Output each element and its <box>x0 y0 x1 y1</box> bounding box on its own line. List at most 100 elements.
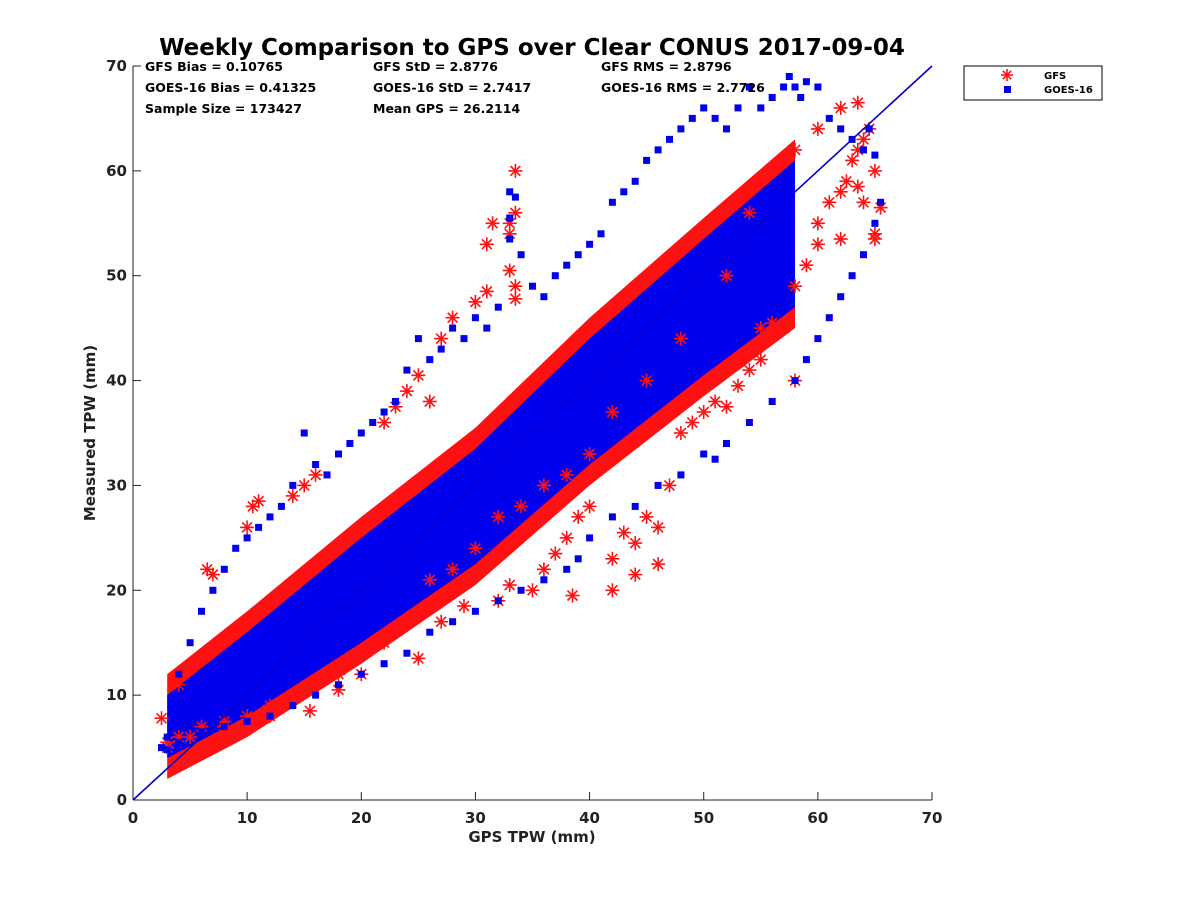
gfs-point <box>297 478 312 493</box>
goes-point <box>483 324 491 332</box>
x-tick-label: 0 <box>128 809 138 827</box>
goes-point <box>785 73 793 80</box>
gfs-point <box>422 394 437 409</box>
chart-title: Weekly Comparison to GPS over Clear CONU… <box>159 35 905 61</box>
y-tick-label: 60 <box>106 162 127 180</box>
legend-goes-label: GOES-16 <box>1044 85 1093 96</box>
goes-point <box>586 534 594 542</box>
gfs-point <box>468 294 483 309</box>
goes-point <box>734 104 742 112</box>
goes-point <box>745 419 753 426</box>
goes-point <box>198 607 205 615</box>
goes-point <box>563 261 571 269</box>
gfs-point <box>422 572 437 587</box>
gfs-point <box>673 426 688 440</box>
goes-point <box>403 649 411 657</box>
gfs-point <box>508 163 523 178</box>
goes-point <box>529 282 536 290</box>
goes-point <box>369 419 377 426</box>
goes-point <box>654 481 662 489</box>
gfs-point <box>628 536 643 551</box>
gfs-point <box>628 567 643 582</box>
gfs-point <box>508 279 523 294</box>
goes-point <box>186 639 194 647</box>
goes-point <box>357 429 365 437</box>
gfs-point <box>753 352 768 367</box>
gfs-point <box>582 447 597 461</box>
goes-point <box>300 429 308 437</box>
gfs-point <box>651 557 666 572</box>
goes-point <box>666 135 673 143</box>
y-tick-label: 10 <box>106 686 127 704</box>
goes-point <box>346 440 354 447</box>
gfs-point <box>810 216 825 231</box>
x-tick-label: 60 <box>807 809 828 827</box>
gfs-point <box>525 583 540 598</box>
gfs-point <box>833 232 848 246</box>
goes-density-band <box>167 160 795 759</box>
goes-point <box>574 555 582 563</box>
goes-point <box>255 523 263 531</box>
goes-point <box>757 104 765 112</box>
stats-panel: GFS Bias = 0.10765 GFS StD = 2.8776 GFS … <box>145 59 765 116</box>
stat-goes-rms: GOES-16 RMS = 2.7726 <box>601 80 765 95</box>
gfs-point <box>263 698 277 713</box>
gfs-point <box>719 268 734 283</box>
goes-point <box>540 293 548 301</box>
gfs-point <box>765 163 780 178</box>
goes-point <box>677 471 685 479</box>
legend: GFS GOES-16 <box>963 65 1103 101</box>
gfs-point <box>559 530 574 545</box>
goes-point <box>608 198 616 206</box>
stat-gfs-bias: GFS Bias = 0.10765 <box>145 59 283 74</box>
gfs-point <box>434 331 449 346</box>
one-to-one-line <box>132 65 933 801</box>
goes-point <box>312 691 320 699</box>
goes-point <box>802 78 810 86</box>
gfs-point <box>662 478 677 493</box>
gfs-point <box>171 677 186 692</box>
stat-gfs-std: GFS StD = 2.8776 <box>373 59 498 74</box>
goes-point <box>232 544 240 552</box>
gfs-point <box>445 310 460 325</box>
gfs-point <box>559 467 574 482</box>
x-tick-label: 30 <box>465 809 486 827</box>
gfs-point <box>536 562 551 577</box>
goes-point <box>688 114 696 122</box>
goes-point <box>335 450 342 458</box>
goes-point <box>597 230 605 238</box>
goes-point <box>403 366 411 374</box>
gfs-point <box>502 263 517 278</box>
goes-point <box>449 324 457 332</box>
y-tick-label: 40 <box>106 372 127 390</box>
y-tick-label: 0 <box>117 791 127 809</box>
goes-point <box>654 146 662 154</box>
gfs-point <box>867 163 882 178</box>
gfs-point <box>850 179 865 194</box>
goes-point <box>163 746 171 754</box>
stat-goes-std: GOES-16 StD = 2.7417 <box>373 80 531 95</box>
goes-point <box>289 481 297 489</box>
series-goes-16 <box>158 73 885 754</box>
gfs-point <box>536 478 551 493</box>
goes-point <box>700 104 708 112</box>
x-tick-label: 20 <box>351 809 372 827</box>
goes-point <box>426 628 434 636</box>
gfs-point <box>354 646 369 661</box>
goes-point <box>471 607 479 615</box>
goes-point <box>426 356 434 364</box>
goes-point <box>586 240 594 248</box>
gfs-point <box>845 153 860 168</box>
gfs-point <box>285 488 300 503</box>
stat-goes-bias: GOES-16 Bias = 0.41325 <box>145 80 316 95</box>
stat-mean-gps: Mean GPS = 26.2114 <box>373 101 520 116</box>
goes-point <box>860 251 867 259</box>
goes-point <box>860 146 867 154</box>
goes-point <box>574 251 582 259</box>
gfs-point <box>616 525 631 540</box>
goes-point <box>723 125 730 133</box>
goes-point <box>471 314 479 322</box>
gfs-point <box>399 614 414 629</box>
gfs-point <box>240 520 255 535</box>
goes-point <box>380 660 388 668</box>
